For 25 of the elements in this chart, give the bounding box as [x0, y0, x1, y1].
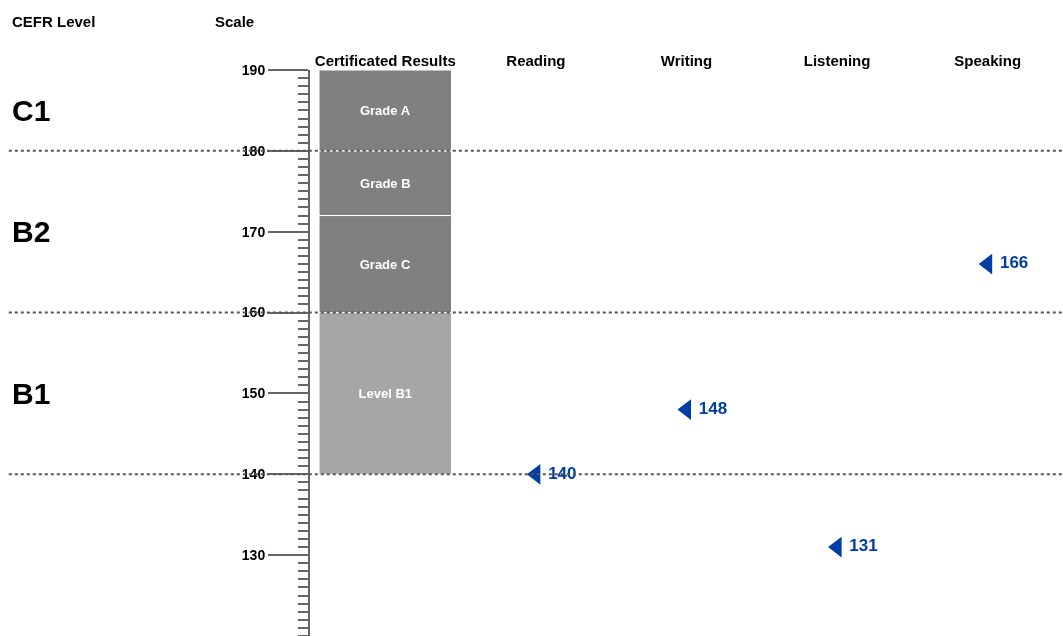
x-tick-label: Reading — [506, 52, 566, 69]
text: B1 — [12, 377, 51, 410]
y-tick-label: 190 — [241, 61, 266, 78]
x-tick-label: Writing — [660, 52, 713, 69]
x-tick-label: Speaking — [954, 52, 1022, 69]
data-label: 148 — [698, 398, 728, 418]
series-label: Grade B — [360, 175, 411, 191]
series-label: Grade A — [359, 102, 411, 118]
series-label: Level B1 — [358, 385, 413, 401]
y-tick-label: 170 — [241, 223, 266, 240]
y-tick-label: 150 — [241, 385, 266, 402]
data-label: 131 — [849, 536, 878, 556]
text: B2 — [12, 215, 51, 248]
y-axis-title: Scale — [215, 13, 255, 30]
y-tick-label: 160 — [241, 304, 266, 321]
x-tick-label: Certificated Results — [314, 52, 456, 69]
y-tick-label: 140 — [241, 466, 266, 483]
y-tick-label: 180 — [241, 142, 266, 159]
data-label: 140 — [548, 463, 577, 483]
y-tick-label: 130 — [241, 547, 266, 564]
series-label: Grade C — [359, 256, 411, 272]
text: CEFR Level — [12, 13, 96, 30]
data-label: 166 — [999, 253, 1029, 273]
x-tick-label: Listening — [803, 52, 871, 69]
text: C1 — [12, 94, 51, 127]
